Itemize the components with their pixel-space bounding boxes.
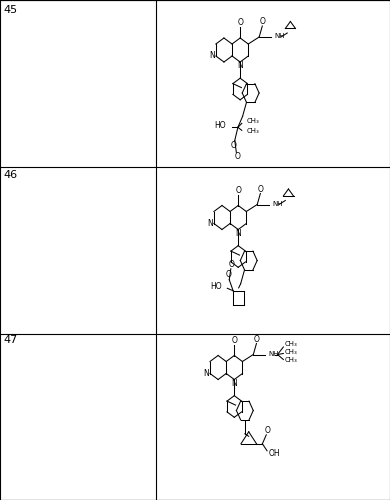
Text: HO: HO: [215, 121, 226, 130]
Text: N: N: [235, 229, 241, 238]
Text: N: N: [203, 369, 209, 378]
Text: N: N: [237, 62, 243, 70]
Text: NH: NH: [274, 33, 284, 39]
Text: O: O: [225, 270, 231, 280]
Text: O: O: [231, 141, 237, 150]
Text: O: O: [234, 152, 240, 161]
Text: O: O: [235, 186, 241, 195]
Text: O: O: [257, 185, 263, 194]
Text: NH: NH: [268, 350, 278, 356]
Text: O: O: [254, 335, 259, 344]
Text: O: O: [237, 18, 243, 28]
Text: O: O: [231, 336, 237, 345]
Text: HO: HO: [210, 282, 222, 292]
Text: CH₃: CH₃: [246, 118, 259, 124]
Text: O: O: [229, 260, 234, 270]
Text: N: N: [231, 379, 237, 388]
Text: 46: 46: [4, 170, 18, 180]
Text: CH₃: CH₃: [285, 350, 297, 356]
Text: CH₃: CH₃: [246, 128, 259, 134]
Text: N: N: [207, 219, 213, 228]
Text: CH₃: CH₃: [285, 342, 297, 347]
Text: OH: OH: [269, 450, 280, 458]
Text: CH₃: CH₃: [285, 358, 297, 364]
Text: N: N: [209, 52, 215, 60]
Text: O: O: [259, 18, 265, 26]
Text: 47: 47: [4, 335, 18, 345]
Text: 45: 45: [4, 5, 18, 15]
Text: O: O: [264, 426, 270, 436]
Text: NH: NH: [272, 200, 282, 206]
